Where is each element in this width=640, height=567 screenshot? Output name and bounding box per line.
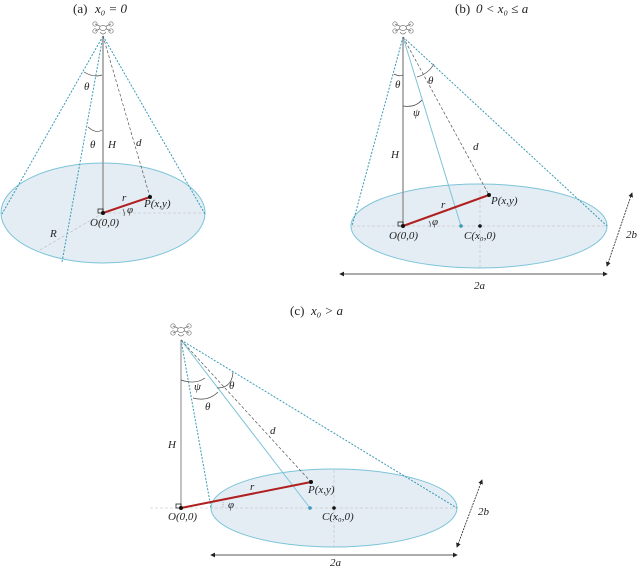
center-line-b (402, 36, 462, 227)
r-vector-c (180, 481, 312, 509)
label-theta-b2: θ (428, 75, 434, 87)
label-d-b: d (473, 141, 479, 153)
center-line-c (180, 339, 311, 509)
label-psi-c: ψ (194, 381, 201, 393)
label-phi-b: φ (432, 216, 438, 228)
label-P-b: P(x,y) (490, 195, 518, 207)
label-H-a: H (107, 139, 117, 151)
label-P-a: P(x,y) (143, 198, 171, 210)
caption-b-math: 0 < x₀ ≤ a (476, 1, 529, 16)
label-O-b: O(0,0) (389, 230, 418, 242)
cone-edge-left-b (351, 36, 404, 227)
caption-c-prefix: (c) (290, 303, 304, 318)
radius-line-a (39, 212, 104, 251)
label-2b-b: 2b (626, 229, 638, 241)
label-d-c: d (270, 425, 276, 437)
distance-line-a (102, 35, 151, 198)
label-C-b: C(x₀,0) (464, 230, 496, 242)
panel-a: (a) x₀ = 0 θ θ H d r φ P(x,y) O(0,0) R (0, 1, 206, 264)
distance-line-c (180, 339, 312, 483)
drone-icon-a (92, 21, 114, 35)
label-theta-a2: θ (90, 139, 96, 151)
label-theta-c2: θ (205, 401, 211, 413)
caption-a-prefix: (a) (73, 1, 87, 16)
label-phi-a: φ (127, 204, 133, 216)
caption-a-math: x₀ = 0 (94, 1, 128, 16)
minor-axis-arrow-b (606, 192, 633, 267)
panel-c: (c) x₀ > a ψ θ θ H d r φ P(x,y) O(0,0) C… (150, 303, 490, 567)
label-H-c: H (167, 439, 177, 451)
drone-icon-b (392, 21, 414, 35)
cone-edge-right-c (180, 339, 458, 509)
cone-edge-left-a (1, 35, 104, 215)
label-O-a: O(0,0) (90, 217, 119, 229)
panel-b: (b) 0 < x₀ ≤ a θ θ ψ H d r φ P(x,y) O(0,… (339, 1, 638, 292)
label-O-c: O(0,0) (168, 511, 197, 523)
cone-edge-left-c (180, 339, 212, 509)
label-r-c: r (250, 481, 255, 493)
label-d-a: d (136, 137, 142, 149)
r-vector-a (102, 196, 151, 214)
label-theta-b1: θ (395, 79, 401, 91)
label-theta-c1: θ (229, 380, 235, 392)
label-R-a: R (49, 228, 57, 240)
caption-b-prefix: (b) (455, 1, 470, 16)
cone-edge-right-a (102, 35, 206, 215)
label-2a-c: 2a (330, 557, 342, 567)
label-C-c: C(x₀,0) (322, 511, 354, 523)
cone-edge-right-b (402, 36, 608, 227)
label-psi-b: ψ (413, 107, 420, 119)
label-r-b: r (441, 199, 446, 211)
label-H-b: H (390, 149, 400, 161)
label-P-c: P(x,y) (307, 484, 335, 496)
label-phi-c: φ (228, 499, 234, 511)
drone-icon-c (170, 323, 192, 337)
caption-c-math: x₀ > a (310, 303, 344, 318)
label-r-a: r (122, 192, 127, 204)
label-2a-b: 2a (474, 280, 486, 292)
label-theta-a1: θ (84, 81, 90, 93)
label-2b-c: 2b (478, 506, 490, 518)
r-vector-b (402, 194, 490, 227)
